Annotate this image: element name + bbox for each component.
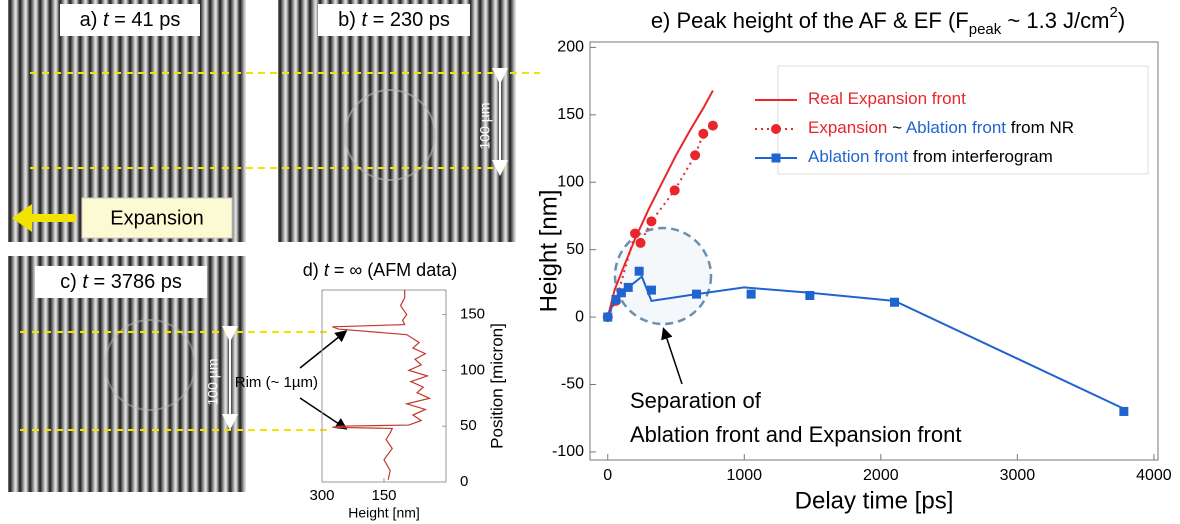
legend-box [777, 65, 1149, 175]
expansion-label: Expansion [110, 207, 203, 229]
var: t [361, 9, 368, 31]
data-point [746, 289, 756, 299]
expansion-box [81, 197, 233, 239]
y-axis-label: Position [micron] [487, 323, 506, 449]
crater [344, 89, 436, 181]
data-point [889, 297, 899, 307]
title-part: ) [1118, 8, 1125, 33]
data-point [692, 289, 701, 299]
letter: d) [303, 260, 319, 280]
annotation: Ablation front and Expansion front [630, 422, 961, 447]
value: = 41 ps [114, 9, 180, 31]
title-part: ~ 1.3 J/cm [1001, 8, 1109, 33]
title-part: 2 [1110, 4, 1118, 21]
y-tick-label: 50 [566, 241, 584, 258]
data-point [630, 228, 641, 239]
legend-part: from NR [1006, 118, 1074, 137]
arrow [661, 327, 683, 385]
data-point [707, 120, 718, 131]
title-part: e) Peak height of the AF & EF (F [651, 8, 969, 33]
y-tick-label: -100 [552, 443, 584, 460]
data-point [634, 266, 644, 276]
scale-label: 100 µm [205, 359, 221, 406]
data-point [603, 312, 613, 322]
x-tick-label: 0 [603, 467, 612, 484]
x-tick-label: 2000 [863, 467, 899, 484]
image-b [278, 0, 516, 242]
x-axis-label: Delay time [ps] [795, 487, 954, 514]
annotation: Separation of [630, 388, 762, 413]
plot-frame [589, 41, 1159, 461]
legend-part: Ablation front [906, 118, 1006, 137]
legend-marker [771, 153, 781, 163]
highlight-circle [613, 226, 713, 326]
chart-title: e) Peak height of the AF & EF (Fpeak ~ 1… [651, 4, 1125, 38]
data-point [623, 282, 633, 292]
legend-label: Expansion ~ Ablation front from NR [808, 118, 1074, 137]
data-point [646, 216, 657, 227]
legend-part: Expansion [808, 118, 887, 137]
legend-label: Ablation front from interferogram [808, 147, 1053, 166]
image-label: c) t = 3786 ps [60, 271, 182, 293]
legend-label: Real Expansion front [808, 89, 966, 108]
var: t [324, 260, 330, 280]
letter: c) [60, 271, 77, 293]
x-tick-label: 300 [309, 487, 334, 504]
data-point [635, 237, 646, 248]
y-tick-label: 150 [557, 106, 584, 123]
title-part: peak [969, 21, 1002, 38]
title-rest: = ∞ (AFM data) [334, 260, 457, 280]
data-point [1119, 406, 1129, 416]
var: t [82, 271, 89, 293]
y-tick-label: 0 [575, 308, 584, 325]
expansion-arrowhead [12, 204, 32, 232]
data-point [690, 150, 701, 161]
series-line [606, 90, 714, 318]
label-box [35, 266, 207, 298]
y-tick-label: 150 [460, 306, 485, 323]
y-tick-label: -50 [561, 376, 584, 393]
x-tick-label: 4000 [1136, 467, 1172, 484]
x-axis-label: Height [nm] [348, 505, 420, 521]
image-label: b) t = 230 ps [338, 9, 450, 31]
data-point [805, 290, 815, 300]
x-tick-label: 1000 [726, 467, 762, 484]
image-label: a) t = 41 ps [80, 9, 181, 31]
crater [104, 319, 196, 411]
legend-part: ~ [887, 118, 905, 137]
profile-line [332, 290, 432, 480]
legend-part: Ablation front [808, 147, 908, 166]
legend-marker [771, 124, 781, 134]
var: t [103, 9, 110, 31]
data-point [611, 295, 621, 305]
scale-label: 100 µm [477, 103, 493, 150]
data-point [616, 288, 626, 298]
data-point [669, 185, 680, 196]
y-tick-label: 200 [557, 39, 584, 56]
letter: a) [80, 9, 98, 31]
value: = 3786 ps [93, 271, 181, 293]
y-tick-label: 100 [460, 361, 485, 378]
x-tick-label: 3000 [1000, 467, 1036, 484]
data-point [698, 128, 709, 139]
label-box [318, 4, 470, 36]
chart-title: d) t = ∞ (AFM data) [303, 260, 457, 280]
y-tick-label: 100 [557, 173, 584, 190]
y-axis-label: Height [nm] [535, 190, 562, 313]
legend-part: from interferogram [908, 147, 1053, 166]
value: = 230 ps [373, 9, 450, 31]
plot-frame [321, 289, 447, 483]
data-point [646, 285, 656, 295]
letter: b) [338, 9, 356, 31]
y-tick-label: 50 [460, 417, 477, 434]
x-tick-label: 150 [371, 487, 396, 504]
annotation: Rim (~ 1µm) [235, 374, 318, 391]
label-box [60, 4, 200, 36]
legend-part: Real Expansion front [808, 89, 966, 108]
y-tick-label: 0 [460, 473, 468, 490]
